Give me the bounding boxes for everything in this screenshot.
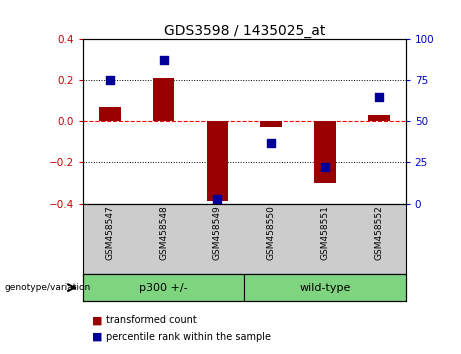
Text: percentile rank within the sample: percentile rank within the sample	[106, 332, 271, 342]
Bar	[99, 107, 121, 121]
Text: p300 +/-: p300 +/-	[139, 282, 188, 293]
Bar	[153, 78, 174, 121]
Text: ■: ■	[92, 315, 103, 325]
Text: transformed count: transformed count	[106, 315, 197, 325]
Text: GSM458550: GSM458550	[267, 205, 276, 260]
Text: GSM458548: GSM458548	[159, 205, 168, 260]
Bar	[83, 274, 244, 301]
Text: GSM458549: GSM458549	[213, 205, 222, 260]
Bar	[260, 121, 282, 127]
Point	[160, 57, 167, 63]
Bar	[314, 121, 336, 183]
Point	[375, 94, 383, 99]
Point	[214, 196, 221, 201]
Text: GSM458547: GSM458547	[106, 205, 114, 260]
Bar	[244, 274, 406, 301]
Bar	[368, 115, 390, 121]
Point	[267, 140, 275, 145]
Text: GSM458552: GSM458552	[374, 205, 383, 260]
Title: GDS3598 / 1435025_at: GDS3598 / 1435025_at	[164, 24, 325, 38]
Text: GSM458551: GSM458551	[320, 205, 330, 260]
Text: ■: ■	[92, 332, 103, 342]
Text: wild-type: wild-type	[299, 282, 351, 293]
Point	[321, 165, 329, 170]
Text: genotype/variation: genotype/variation	[5, 283, 91, 292]
Point	[106, 77, 113, 83]
Bar	[207, 121, 228, 201]
